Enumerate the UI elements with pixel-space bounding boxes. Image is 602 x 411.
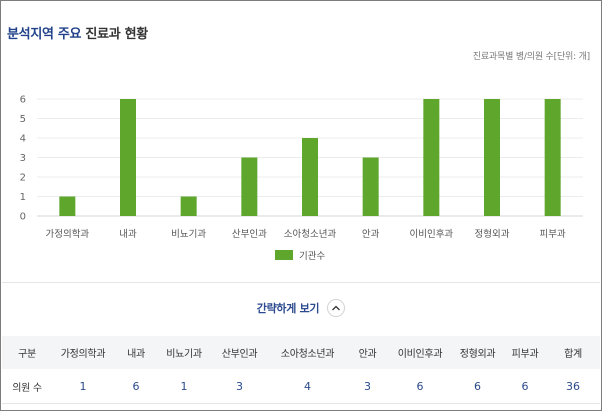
bar [302,138,318,216]
x-tick-label: 정형외과 [475,228,510,240]
table-cell: 36 [546,369,600,404]
table-header-cell: 비뇨기과 [158,336,210,369]
bar [59,196,76,216]
table-cell: 3 [346,369,389,404]
table-cell: 3 [210,369,269,404]
y-tick-label: 0 [20,212,26,223]
x-tick-label: 소아청소년과 [284,229,337,240]
table-cell: 6 [451,369,504,404]
table-header-cell: 소아청소년과 [269,336,346,369]
bar [180,196,197,216]
table-header-cell: 가정의학과 [52,336,114,369]
x-tick-label: 비뇨기과 [171,229,206,240]
table-cell: 6 [114,369,158,404]
table-row: 의원 수 1 6 1 3 4 3 6 6 6 36 [2,369,600,404]
unit-note: 진료과목별 병/의원 수[단위: 개] [472,52,590,62]
x-tick-label: 이비인후과 [409,229,453,240]
bar [241,157,258,216]
y-tick-label: 1 [20,192,26,203]
x-tick-label: 가정의학과 [45,229,89,240]
legend-label: 기관수 [299,251,325,262]
table-cell: 4 [269,369,346,404]
table-header-cell: 산부인과 [210,336,269,369]
bar [362,157,379,216]
legend-swatch [275,250,293,260]
y-tick-label: 2 [20,173,26,184]
table-header-cell: 안과 [346,336,389,369]
table-cell: 6 [389,369,451,404]
table-header-cell: 합계 [546,336,600,369]
title-rest: 진료과 현황 [85,27,148,42]
table-cell: 1 [52,369,114,404]
bar [544,99,561,216]
table-header-row: 구분 가정의학과 내과 비뇨기과 산부인과 소아청소년과 안과 이비인후과 정형외과 피부과 합계 [2,336,600,369]
title-accent: 분석지역 주요 [7,27,82,42]
y-tick-label: 4 [20,134,26,145]
table-header-cell: 이비인후과 [389,336,451,369]
table-header-cell: 피부과 [504,336,546,369]
section-divider [2,282,600,283]
bar [484,99,500,216]
x-tick-label: 내과 [119,229,137,240]
x-tick-label: 피부과 [540,229,566,240]
x-tick-label: 산부인과 [232,229,267,240]
table-cell: 6 [504,369,546,404]
page-title: 분석지역 주요 진료과 현황 [7,23,148,42]
bar [120,99,136,216]
table-cell: 1 [158,369,210,404]
y-tick-label: 5 [20,114,26,125]
bar-chart: 0 1 2 3 4 5 6 가정의학과 내과 비뇨기과 산부인과 소아청소년과 안과 이비인후과 정형외과 피… [20,95,583,262]
table-header-cell: 내과 [114,336,158,369]
toggle-label: 간략하게 보기 [256,302,320,315]
summary-table: 구분 가정의학과 내과 비뇨기과 산부인과 소아청소년과 안과 이비인후과 정형외과 피부과 합계 … [2,336,600,404]
table-header-cell: 구분 [2,336,52,369]
table-header-cell: 정형외과 [451,336,504,369]
x-tick-label: 안과 [362,229,380,240]
chevron-up-icon[interactable] [327,299,346,317]
y-tick-label: 6 [20,95,26,106]
y-tick-label: 3 [20,153,26,164]
bar [423,99,440,216]
collapse-toggle[interactable]: 간략하게 보기 [1,297,601,319]
table-row-header: 의원 수 [2,369,52,404]
